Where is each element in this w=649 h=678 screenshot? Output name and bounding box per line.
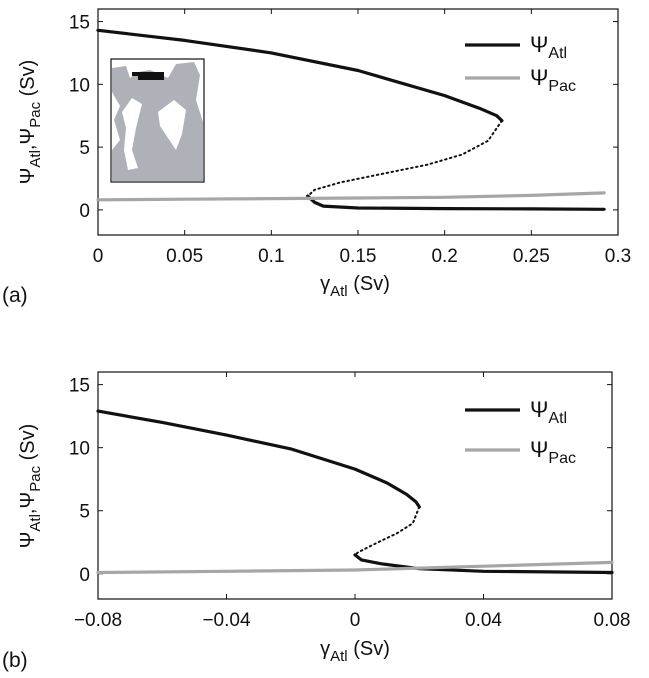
- legend-label-pac: ΨPac: [530, 437, 576, 467]
- panel-label: (a): [2, 284, 28, 307]
- series-line-pac: [96, 191, 606, 202]
- series-line-atl: [96, 28, 504, 123]
- y-tick-label: 0: [79, 565, 90, 586]
- x-axis-label: γAtl (Sv): [320, 273, 390, 300]
- legend-label-pac: ΨPac: [530, 65, 576, 95]
- x-tick-label: −0.04: [202, 610, 251, 631]
- y-tick-label: 15: [69, 376, 90, 397]
- y-tick-label: 10: [69, 439, 90, 460]
- x-tick-label: 0.25: [513, 246, 550, 267]
- y-tick-label: 5: [79, 138, 90, 159]
- series-line-atl: [96, 409, 421, 509]
- x-tick-label: 0.08: [594, 610, 631, 631]
- series-line-branch: [354, 505, 421, 556]
- y-tick-label: 15: [69, 13, 90, 34]
- x-tick-label: 0.05: [166, 246, 203, 267]
- x-tick-label: 0: [350, 610, 361, 631]
- y-axis-label: ΨAtl,ΨPac (Sv): [17, 424, 44, 549]
- inset-map: [110, 58, 205, 183]
- y-tick-label: 0: [79, 201, 90, 222]
- x-tick-label: 0.15: [340, 246, 377, 267]
- series-line-branch: [306, 119, 503, 198]
- legend-label-atl: ΨAtl: [530, 32, 567, 62]
- x-tick-label: 0.2: [431, 246, 457, 267]
- x-tick-label: 0.3: [605, 246, 631, 267]
- x-axis-label: γAtl (Sv): [320, 638, 390, 665]
- inset-map-ocean: [112, 62, 203, 181]
- y-axis-label: ΨAtl,ΨPac (Sv): [17, 60, 44, 185]
- panel-label: (b): [2, 649, 28, 672]
- x-tick-label: 0.04: [465, 610, 502, 631]
- inset-map-land-africa: [158, 100, 186, 150]
- chart-panel-b: −0.08 −0.04 0 0.04 0.08 0 5 10 15 ΨAtl ΨPac γAtl (S…: [2, 371, 631, 672]
- x-tick-label: 0.1: [258, 246, 284, 267]
- series-line-pac: [96, 560, 614, 575]
- x-tick-label: 0: [93, 246, 104, 267]
- inset-map-land-americas: [122, 98, 142, 170]
- legend-label-atl: ΨAtl: [530, 397, 567, 427]
- series-line-branch: [306, 194, 606, 211]
- y-tick-label: 10: [69, 75, 90, 96]
- x-tick-label: −0.08: [74, 610, 122, 631]
- inset-map-highlight-region: [132, 72, 164, 80]
- y-tick-label: 5: [79, 502, 90, 523]
